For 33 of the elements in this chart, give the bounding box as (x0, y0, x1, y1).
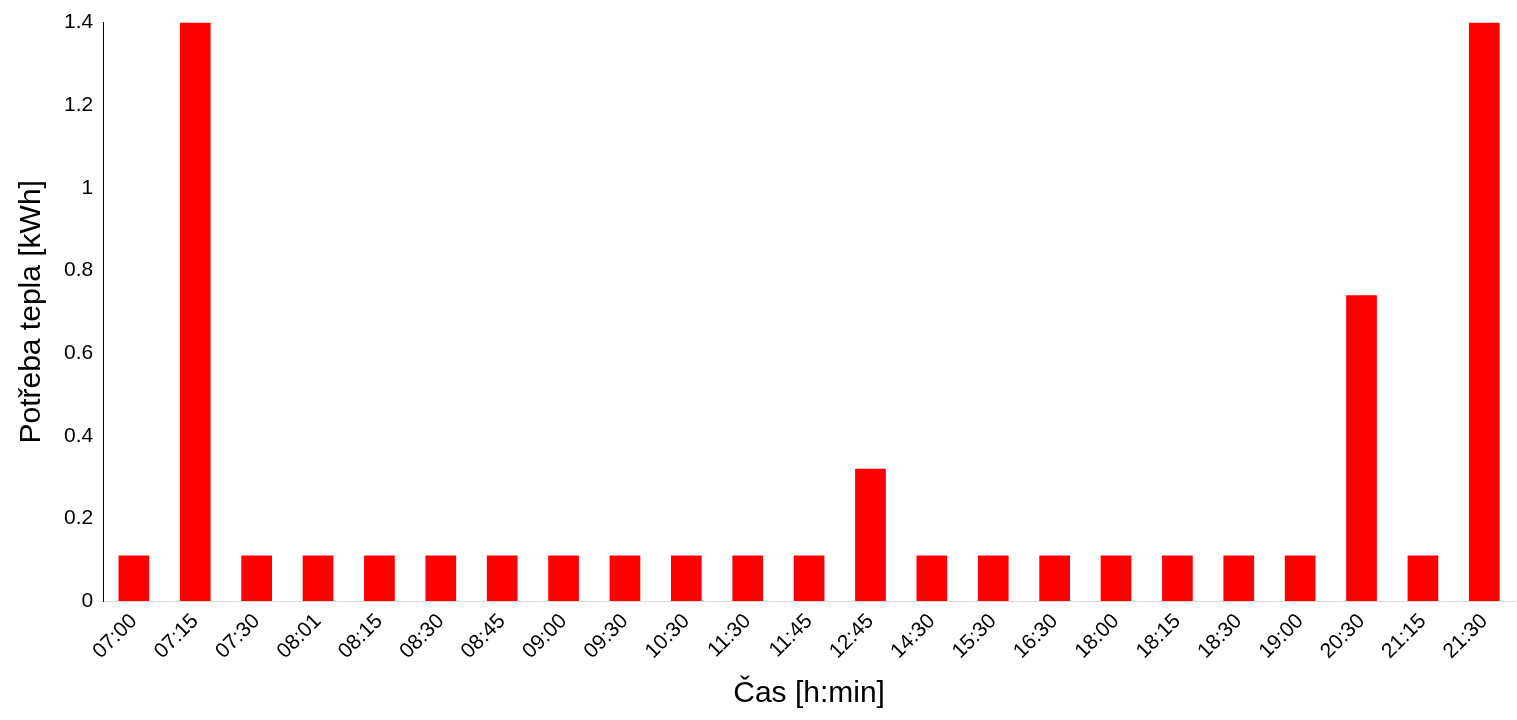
bar (1100, 555, 1132, 602)
bar (916, 555, 948, 602)
bar (364, 555, 395, 602)
bar (1407, 555, 1439, 602)
y-tick-label: 0.4 (63, 422, 94, 446)
bar (1284, 555, 1316, 602)
bar (793, 555, 825, 602)
bar (118, 555, 150, 602)
y-tick-label: 0.6 (63, 339, 94, 363)
bar (1039, 555, 1070, 602)
y-axis-title: Potřeba tepla [kWh] (13, 180, 47, 444)
x-axis-title: Čas [h:min] (733, 675, 885, 709)
y-tick-label: 1.2 (63, 92, 94, 116)
bar (179, 22, 211, 602)
bar (1223, 555, 1255, 602)
bar (241, 555, 272, 602)
y-tick-label: 0.8 (63, 257, 94, 281)
bar (425, 555, 457, 602)
bar (302, 555, 334, 602)
bar (1468, 22, 1500, 602)
bar (670, 555, 702, 602)
y-tick-label: 0 (81, 587, 94, 611)
bar (732, 555, 764, 602)
y-tick-label: 0.2 (63, 505, 94, 529)
bar (1162, 555, 1193, 602)
bar (486, 555, 518, 602)
y-tick-label: 1 (81, 174, 94, 198)
bar (1346, 295, 1377, 602)
bar (609, 555, 641, 602)
y-tick-label: 1.4 (63, 9, 94, 33)
bar (855, 468, 886, 602)
bar (977, 555, 1009, 602)
bar (548, 555, 579, 602)
